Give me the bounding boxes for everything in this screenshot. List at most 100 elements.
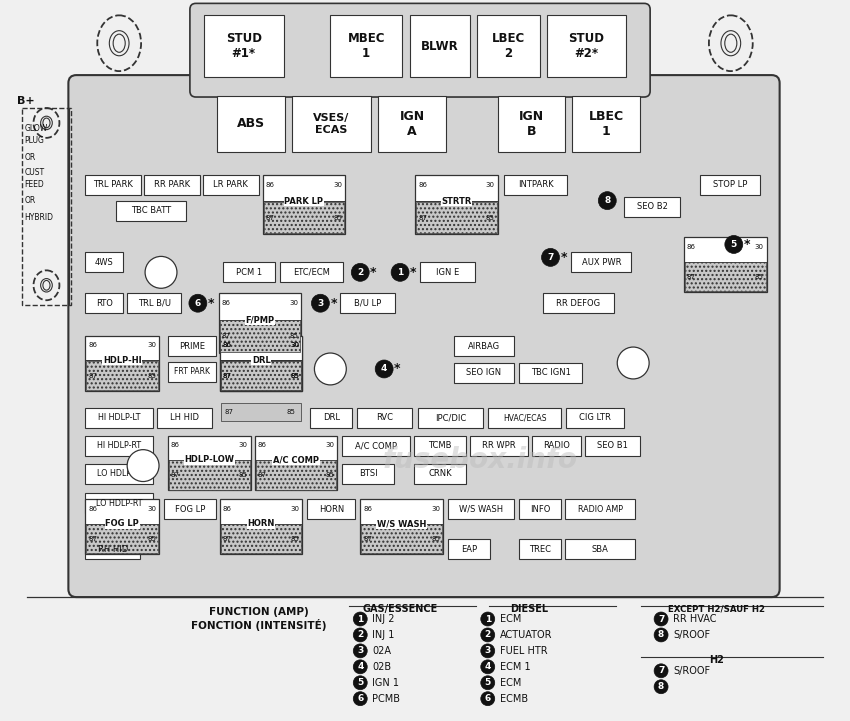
Text: 3: 3 <box>484 647 491 655</box>
Text: 30: 30 <box>291 342 299 348</box>
Bar <box>565 539 635 559</box>
Text: *: * <box>560 251 567 264</box>
Text: PARK LP: PARK LP <box>285 197 324 205</box>
Bar <box>168 435 251 490</box>
Bar <box>85 174 141 195</box>
Text: 87: 87 <box>88 536 97 542</box>
Text: A/C COMP: A/C COMP <box>273 456 319 464</box>
Text: 85: 85 <box>291 536 299 542</box>
Text: INTPARK: INTPARK <box>518 180 553 189</box>
Text: SEO IGN: SEO IGN <box>466 368 501 378</box>
Text: ACTUATOR: ACTUATOR <box>500 630 552 640</box>
Text: 02B: 02B <box>372 662 391 672</box>
Text: HDLP-HI: HDLP-HI <box>103 355 141 365</box>
Text: OR: OR <box>25 154 36 162</box>
Text: 1: 1 <box>397 267 403 277</box>
Circle shape <box>654 612 668 626</box>
Text: 86: 86 <box>363 505 372 512</box>
Text: 87: 87 <box>418 215 427 221</box>
Text: *: * <box>331 297 337 310</box>
Bar <box>416 201 496 234</box>
Text: FOG LP: FOG LP <box>105 519 139 528</box>
Text: EXCEPT H2/SAUF H2: EXCEPT H2/SAUF H2 <box>668 604 765 613</box>
Text: 86: 86 <box>88 342 97 348</box>
Text: LBEC
2: LBEC 2 <box>491 32 524 61</box>
Text: 86: 86 <box>222 300 231 306</box>
Text: LBEC
1: LBEC 1 <box>589 110 624 138</box>
Text: 85: 85 <box>431 536 440 542</box>
Text: ABS: ABS <box>236 118 264 131</box>
Text: LO HDLP-RT: LO HDLP-RT <box>96 499 143 508</box>
Bar <box>87 524 158 553</box>
Bar <box>87 360 158 390</box>
Bar <box>343 435 410 456</box>
Bar <box>203 174 258 195</box>
Text: LO HDLP-LT: LO HDLP-LT <box>97 469 142 478</box>
Text: RR DEFOG: RR DEFOG <box>557 298 600 308</box>
Text: 87: 87 <box>223 373 232 379</box>
FancyBboxPatch shape <box>68 75 779 597</box>
Text: HI HDLP-RT: HI HDLP-RT <box>97 441 141 450</box>
Text: HVAC/ECAS: HVAC/ECAS <box>503 413 547 423</box>
Text: 30: 30 <box>333 182 343 187</box>
Bar <box>85 500 159 554</box>
Bar <box>624 197 680 216</box>
Text: SEO B2: SEO B2 <box>637 202 667 211</box>
Text: LH HID: LH HID <box>170 413 199 423</box>
Text: 30: 30 <box>147 342 156 348</box>
Circle shape <box>617 347 649 379</box>
Text: BLWR: BLWR <box>421 40 459 53</box>
Text: 87: 87 <box>363 536 372 542</box>
Text: HORN: HORN <box>319 505 344 514</box>
Bar <box>340 293 395 313</box>
Text: RR PARK: RR PARK <box>154 180 190 189</box>
Text: *: * <box>410 266 416 279</box>
Text: 86: 86 <box>171 442 180 448</box>
Text: 87: 87 <box>224 409 234 415</box>
Circle shape <box>481 660 495 674</box>
Bar <box>571 252 632 273</box>
Circle shape <box>354 691 367 706</box>
Bar <box>221 360 302 390</box>
Text: 85: 85 <box>147 536 156 542</box>
Bar <box>685 262 766 291</box>
Bar <box>308 500 355 519</box>
Bar <box>157 408 212 428</box>
Text: 86: 86 <box>88 505 97 512</box>
Text: 8: 8 <box>658 682 664 691</box>
Bar <box>360 500 443 554</box>
Text: ECM: ECM <box>500 614 521 624</box>
Text: 5: 5 <box>484 678 491 687</box>
Text: 85: 85 <box>147 373 156 379</box>
Text: B+: B+ <box>17 96 34 106</box>
Text: RR WPR: RR WPR <box>482 441 516 450</box>
Circle shape <box>145 257 177 288</box>
Bar <box>85 408 153 428</box>
FancyBboxPatch shape <box>190 4 650 97</box>
Text: 2: 2 <box>357 630 364 640</box>
Bar <box>572 96 640 152</box>
Text: CRNK: CRNK <box>428 469 451 478</box>
Text: 87: 87 <box>223 536 232 542</box>
Text: 2: 2 <box>484 630 491 640</box>
Text: GLOW: GLOW <box>25 125 48 133</box>
Circle shape <box>481 691 495 706</box>
Bar <box>85 293 123 313</box>
Text: 85: 85 <box>291 373 299 379</box>
Text: 30: 30 <box>291 505 299 512</box>
Bar <box>85 464 153 484</box>
Text: IGN
A: IGN A <box>400 110 425 138</box>
Text: 30: 30 <box>239 442 247 448</box>
Bar <box>378 96 446 152</box>
Bar <box>410 15 470 77</box>
Text: *: * <box>371 266 377 279</box>
Text: 87: 87 <box>222 333 231 340</box>
Text: 30: 30 <box>291 342 299 348</box>
Text: SBA: SBA <box>592 545 609 554</box>
Text: STUD
#2*: STUD #2* <box>569 32 604 61</box>
Text: RADIO: RADIO <box>543 441 570 450</box>
Circle shape <box>598 192 616 210</box>
Text: S/ROOF: S/ROOF <box>673 630 710 640</box>
Text: FUEL HTR: FUEL HTR <box>500 646 547 656</box>
Text: DRL: DRL <box>323 413 340 423</box>
